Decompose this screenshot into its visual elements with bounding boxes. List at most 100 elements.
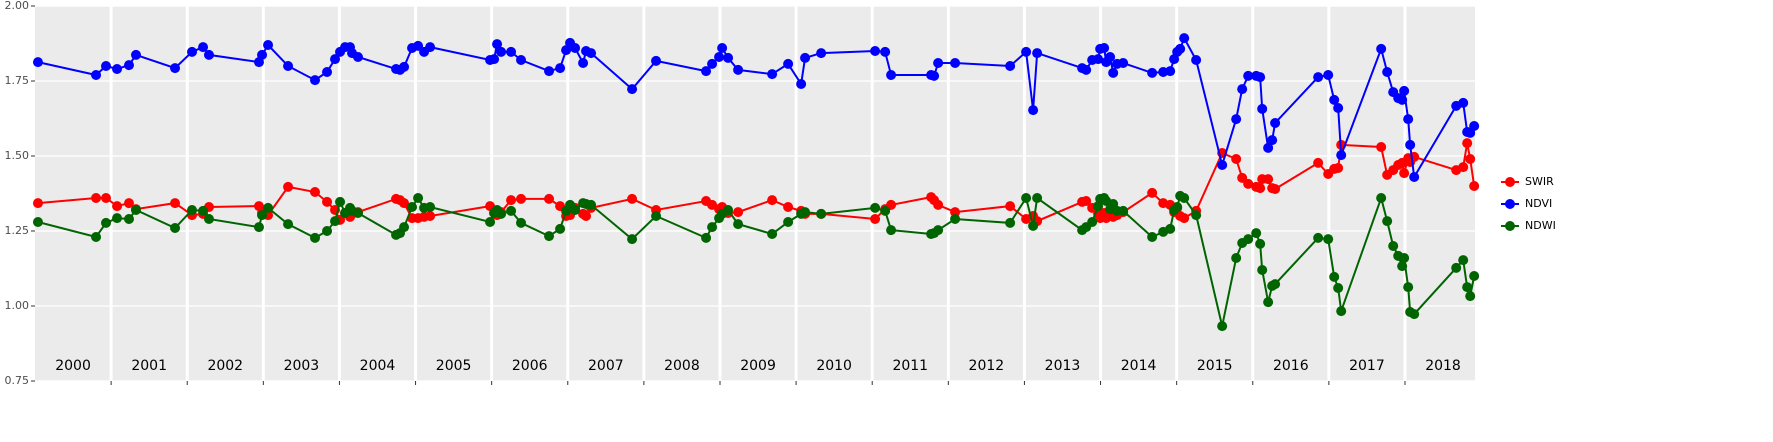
point <box>1263 142 1274 153</box>
legend-label: SWIR <box>1525 175 1554 188</box>
point <box>1469 121 1480 131</box>
point <box>1028 105 1039 116</box>
point <box>496 208 507 219</box>
point <box>198 42 209 53</box>
point <box>330 216 341 227</box>
point <box>1243 234 1254 245</box>
point <box>880 205 891 216</box>
point <box>485 217 496 227</box>
point <box>283 61 294 71</box>
point <box>1243 70 1254 81</box>
point <box>1409 309 1420 320</box>
year-label: 2018 <box>1425 358 1461 374</box>
point <box>516 55 527 65</box>
point <box>701 66 712 77</box>
point <box>816 48 827 59</box>
point <box>1333 163 1344 173</box>
point <box>1323 234 1334 245</box>
point <box>886 225 897 236</box>
point <box>170 198 181 209</box>
point <box>1333 103 1344 113</box>
point <box>796 79 807 89</box>
point <box>1462 282 1473 293</box>
point <box>32 57 43 68</box>
point <box>701 232 712 243</box>
point <box>800 52 811 63</box>
point <box>733 207 744 218</box>
point <box>1217 321 1228 332</box>
year-label: 2004 <box>360 358 396 374</box>
point <box>1191 210 1202 221</box>
point <box>733 64 744 75</box>
point <box>203 49 214 60</box>
year-label: 2002 <box>207 358 243 374</box>
point <box>1257 265 1268 275</box>
point <box>112 213 123 224</box>
point <box>933 58 944 68</box>
point <box>170 63 181 74</box>
year-label: 2010 <box>816 358 852 374</box>
point <box>1469 271 1480 281</box>
point <box>950 214 961 224</box>
point <box>929 70 940 81</box>
point <box>767 195 778 206</box>
point <box>1382 67 1393 77</box>
point <box>1336 306 1347 317</box>
point <box>1403 282 1414 293</box>
point <box>253 222 264 233</box>
point <box>263 202 274 213</box>
point <box>1231 154 1242 164</box>
point <box>707 222 718 233</box>
point <box>767 69 778 80</box>
point <box>544 66 555 77</box>
point <box>506 205 517 216</box>
point <box>1382 216 1393 227</box>
point <box>555 223 566 234</box>
point <box>651 55 662 66</box>
year-label: 2016 <box>1273 358 1309 374</box>
point <box>1397 94 1408 105</box>
year-label: 2009 <box>740 358 776 374</box>
point <box>1255 72 1266 83</box>
point <box>257 210 268 221</box>
point <box>1399 168 1410 179</box>
year-label: 2003 <box>284 358 320 374</box>
y-tick-label: 2.00 <box>5 0 30 12</box>
point <box>1255 183 1266 194</box>
point <box>1270 279 1281 290</box>
point <box>407 202 418 212</box>
year-label: 2001 <box>131 358 167 374</box>
legend-point <box>1505 221 1515 231</box>
point <box>950 207 961 218</box>
point <box>1108 67 1119 78</box>
point <box>1147 232 1158 242</box>
legend-point <box>1505 177 1515 187</box>
point <box>1376 193 1387 203</box>
point <box>112 64 123 74</box>
point <box>707 58 718 69</box>
point <box>800 207 811 218</box>
point <box>783 217 794 227</box>
point <box>767 229 778 239</box>
point <box>1255 238 1266 249</box>
panel <box>35 6 1475 381</box>
point <box>1237 84 1248 95</box>
point <box>816 208 827 219</box>
point <box>581 211 592 221</box>
point <box>1263 297 1274 308</box>
point <box>130 205 141 215</box>
point <box>586 48 597 59</box>
point <box>516 193 527 204</box>
point <box>1267 135 1278 146</box>
point <box>506 195 517 206</box>
point <box>1313 157 1324 168</box>
point <box>1118 58 1129 68</box>
point <box>353 208 364 218</box>
legend-label: NDVI <box>1525 197 1552 210</box>
point <box>1118 205 1129 216</box>
point <box>627 84 638 95</box>
point <box>1376 142 1387 152</box>
point <box>1399 85 1410 96</box>
point <box>544 231 555 242</box>
point <box>283 219 294 230</box>
